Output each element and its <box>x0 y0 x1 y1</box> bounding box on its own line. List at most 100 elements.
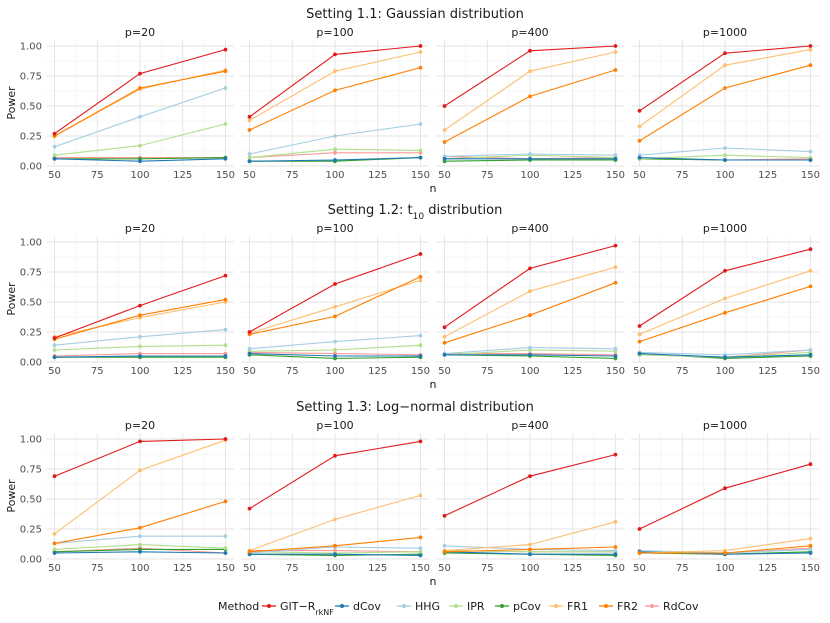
legend-label: RdCov <box>663 600 699 613</box>
point-fr1 <box>808 536 813 541</box>
point-git <box>247 114 252 119</box>
point-fr2 <box>333 88 337 93</box>
legend-key-point <box>500 604 504 608</box>
point-git <box>808 247 813 252</box>
y-tick-label: 0.75 <box>20 268 42 279</box>
x-tick-label: 50 <box>48 366 61 377</box>
x-tick-label: 75 <box>91 563 104 574</box>
point-rdcov <box>333 150 337 155</box>
y-tick-label: 0.75 <box>20 465 42 476</box>
point-git <box>528 474 532 479</box>
point-ipr <box>333 147 337 152</box>
panel-p-100: p=100 50 75 100 125 150 <box>241 419 430 574</box>
point-fr2 <box>637 551 642 555</box>
point-dcov <box>442 352 447 357</box>
point-git <box>333 453 337 458</box>
x-tick-label: 50 <box>438 563 451 574</box>
point-fr1 <box>723 63 727 68</box>
y-tick-label: 0.00 <box>20 162 42 173</box>
point-fr1 <box>333 69 337 74</box>
point-dcov <box>723 355 727 360</box>
point-git <box>223 47 228 52</box>
point-fr2 <box>223 499 228 504</box>
x-tick-label: 50 <box>48 563 61 574</box>
x-axis-label: n <box>430 378 437 391</box>
panel-p-1000: p=1000 50 75 100 125 150 <box>631 419 820 574</box>
point-git <box>613 452 618 457</box>
point-ipr <box>138 542 142 547</box>
point-fr2 <box>808 543 813 548</box>
point-dcov <box>637 155 642 160</box>
point-dcov <box>418 155 423 160</box>
point-hhg <box>247 346 252 351</box>
point-fr1 <box>247 118 252 123</box>
section-3: Setting 1.3: Log−normal distribution Powe… <box>5 400 820 588</box>
x-tick-label: 125 <box>368 366 387 377</box>
legend-label: FR2 <box>617 600 638 613</box>
y-tick-label: 0.25 <box>20 328 42 339</box>
x-tick-label: 100 <box>325 563 344 574</box>
x-tick-label: 125 <box>758 366 777 377</box>
y-tick-label: 0.00 <box>20 555 42 566</box>
panel-title: p=20 <box>125 26 155 39</box>
x-tick-label: 150 <box>216 366 235 377</box>
y-tick-label: 0.50 <box>20 495 42 506</box>
point-ipr <box>223 122 228 126</box>
point-git <box>442 513 447 518</box>
legend-key-point <box>554 604 558 608</box>
x-tick-label: 100 <box>715 563 734 574</box>
point-fr1 <box>442 128 447 132</box>
point-fr2 <box>637 138 642 143</box>
point-hhg <box>52 144 57 149</box>
y-tick-label: 0.75 <box>20 72 42 83</box>
y-tick-label: 0.00 <box>20 358 42 369</box>
x-tick-label: 150 <box>801 366 820 377</box>
section-title: Setting 1.1: Gaussian distribution <box>306 7 524 22</box>
point-git <box>528 48 532 53</box>
point-git <box>247 506 252 511</box>
point-hhg <box>808 547 813 552</box>
panel-title: p=20 <box>125 419 155 432</box>
x-tick-label: 150 <box>411 170 430 181</box>
point-fr2 <box>528 94 532 99</box>
point-fr1 <box>418 493 423 498</box>
legend-item-fr2: FR2 <box>599 600 638 613</box>
legend-item-ipr: IPR <box>449 600 485 613</box>
point-hhg <box>418 122 423 126</box>
legend-key-point <box>402 604 406 608</box>
point-hhg <box>333 134 337 138</box>
point-git <box>723 51 727 56</box>
x-tick-label: 75 <box>676 170 689 181</box>
x-tick-label: 150 <box>411 366 430 377</box>
panel-title: p=100 <box>316 419 353 432</box>
point-ipr <box>138 143 142 148</box>
y-tick-label: 1.00 <box>20 238 42 249</box>
point-dcov <box>52 355 57 360</box>
point-git <box>418 44 423 48</box>
x-tick-label: 125 <box>563 170 582 181</box>
point-dcov <box>808 551 813 555</box>
section-2: Setting 1.2: t10 distribution Power n p=20 5… <box>5 203 820 391</box>
y-tick-label: 1.00 <box>20 435 42 446</box>
point-hhg <box>138 334 142 339</box>
legend-item-rdcov: RdCov <box>645 600 699 613</box>
point-fr1 <box>723 296 727 301</box>
point-dcov <box>808 352 813 357</box>
point-fr1 <box>808 268 813 273</box>
x-tick-label: 150 <box>801 170 820 181</box>
legend-label: FR1 <box>567 600 588 613</box>
point-hhg <box>613 548 618 553</box>
y-axis-label: Power <box>5 282 18 316</box>
point-hhg <box>138 114 142 119</box>
point-dcov <box>442 156 447 161</box>
legend-item-git: GIT−RrkNF <box>262 600 334 617</box>
point-dcov <box>333 552 337 557</box>
legend-label: IPR <box>467 600 485 613</box>
point-fr2 <box>138 313 142 318</box>
point-fr2 <box>442 140 447 144</box>
x-tick-label: 125 <box>758 170 777 181</box>
y-tick-label: 0.50 <box>20 102 42 113</box>
point-dcov <box>333 158 337 162</box>
point-fr1 <box>418 50 423 54</box>
